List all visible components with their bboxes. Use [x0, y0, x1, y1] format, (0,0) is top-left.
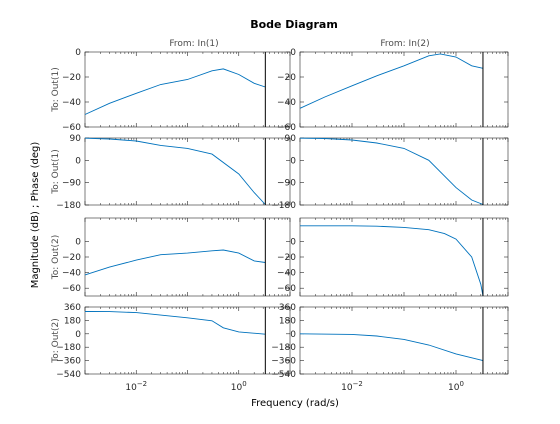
column-label-in1: From: In(1): [169, 39, 218, 49]
y-tick-label: −540: [56, 370, 81, 380]
y-tick-label: 0: [75, 237, 81, 247]
panel-r0c0: 0 −20 −40 −60 To: Out(1): [51, 48, 291, 133]
panel-box: [299, 51, 509, 128]
x-axis-title: Frequency (rad/s): [251, 398, 339, 409]
panel-box: [299, 137, 509, 206]
panel-box: [84, 217, 291, 297]
x-tick-label: 10−2: [125, 380, 147, 393]
series-line: [84, 137, 266, 205]
series-line: [84, 311, 266, 335]
panel-box: [84, 51, 291, 128]
y-tick-label: −90: [277, 179, 296, 189]
y-tick-label: 0: [75, 156, 81, 166]
y-tick-label: 360: [279, 303, 296, 313]
y-tick-label: −60: [277, 284, 296, 294]
chart-title: Bode Diagram: [250, 18, 338, 31]
y-tick-label: 0: [290, 48, 296, 58]
x-tick-label: 100: [448, 380, 464, 393]
series-line: [84, 68, 266, 115]
series-line: [84, 249, 266, 276]
y-tick-label: −360: [56, 357, 81, 367]
y-tick-label: −20: [277, 253, 296, 263]
y-tick-label: 90: [285, 134, 297, 144]
panel-r0c1: 0 −20 −40 −60: [277, 48, 509, 133]
series-line: [299, 333, 484, 362]
y-tick-label: 0: [290, 237, 296, 247]
y-tick-label: −540: [271, 370, 296, 380]
y-tick-label: 180: [64, 316, 81, 326]
series-line: [299, 53, 484, 109]
y-tick-label: −180: [271, 201, 296, 211]
column-label-in2: From: In(2): [380, 39, 429, 49]
y-tick-label: 0: [75, 330, 81, 340]
row-label: To: Out(1): [51, 149, 61, 194]
panel-r1c0: 90 0 −90 −180 To: Out(1): [51, 134, 291, 211]
y-tick-label: −20: [277, 73, 296, 83]
panel-r3c1: 360 180 0 −180 −360 −540 10−2 100: [271, 303, 509, 393]
y-tick-label: −60: [62, 284, 81, 294]
panel-box: [299, 306, 509, 375]
y-tick-label: −60: [62, 123, 81, 133]
y-tick-label: 0: [75, 48, 81, 58]
x-tick-label: 10−2: [341, 380, 363, 393]
y-tick-label: −180: [56, 343, 81, 353]
y-tick-label: −20: [62, 253, 81, 263]
row-label: To: Out(2): [51, 235, 61, 280]
y-tick-label: −20: [62, 73, 81, 83]
y-tick-label: 0: [290, 156, 296, 166]
row-label: To: Out(1): [51, 67, 61, 112]
panel-r2c1: 0 −20 −40 −60: [277, 217, 509, 297]
row-label: To: Out(2): [51, 318, 61, 363]
y-tick-label: −40: [277, 269, 296, 279]
y-axis-title: Magnitude (dB) ; Phase (deg): [30, 142, 41, 289]
y-tick-label: −40: [62, 269, 81, 279]
x-tick-label: 100: [231, 380, 247, 393]
panel-box: [84, 306, 291, 375]
series-line: [300, 225, 484, 297]
y-tick-label: −180: [56, 201, 81, 211]
y-tick-label: −40: [62, 98, 81, 108]
y-tick-label: −90: [62, 179, 81, 189]
y-tick-label: 180: [279, 316, 296, 326]
y-tick-label: 0: [290, 330, 296, 340]
series-line: [299, 137, 484, 205]
y-tick-label: 90: [70, 134, 82, 144]
panel-r1c1: 90 0 −90 −180: [271, 134, 509, 211]
y-tick-label: 360: [64, 303, 81, 313]
y-tick-label: −60: [277, 123, 296, 133]
y-tick-label: −40: [277, 98, 296, 108]
y-tick-label: −360: [271, 357, 296, 367]
panel-box: [299, 217, 509, 297]
panel-r3c0: 360 180 0 −180 −360 −540 10−2 100 To: Out(2): [51, 303, 291, 393]
y-tick-label: −180: [271, 343, 296, 353]
